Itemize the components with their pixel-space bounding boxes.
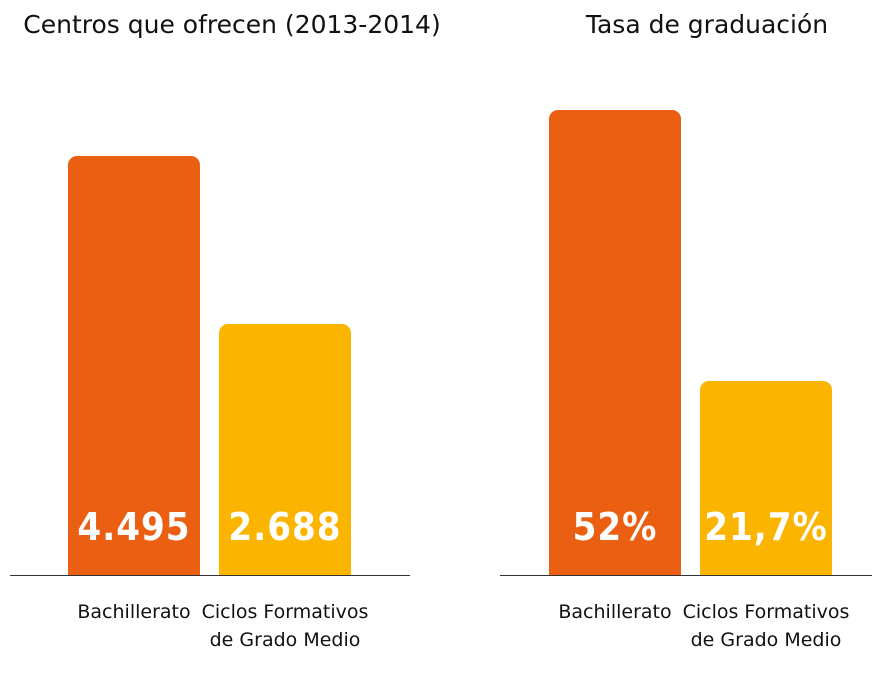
chart-title: Tasa de graduación: [585, 10, 829, 39]
bar: [700, 380, 832, 575]
value-label: 21,7%: [704, 505, 828, 549]
category-label: Ciclos Formativos de Grado Medio: [201, 601, 369, 651]
value-label: 2.688: [228, 505, 342, 549]
chart-title: Centros que ofrecen (2013-2014): [23, 10, 441, 39]
baseline: [500, 575, 872, 576]
value-label: 52%: [572, 505, 658, 549]
bar: [219, 324, 351, 575]
category-label: Bachillerato: [77, 601, 191, 623]
bar: [68, 156, 200, 575]
category-label: Ciclos Formativos de Grado Medio: [682, 601, 850, 651]
value-label: 4.495: [77, 505, 191, 549]
bar: [549, 110, 681, 575]
category-label: Bachillerato: [558, 601, 672, 623]
baseline: [10, 575, 410, 576]
